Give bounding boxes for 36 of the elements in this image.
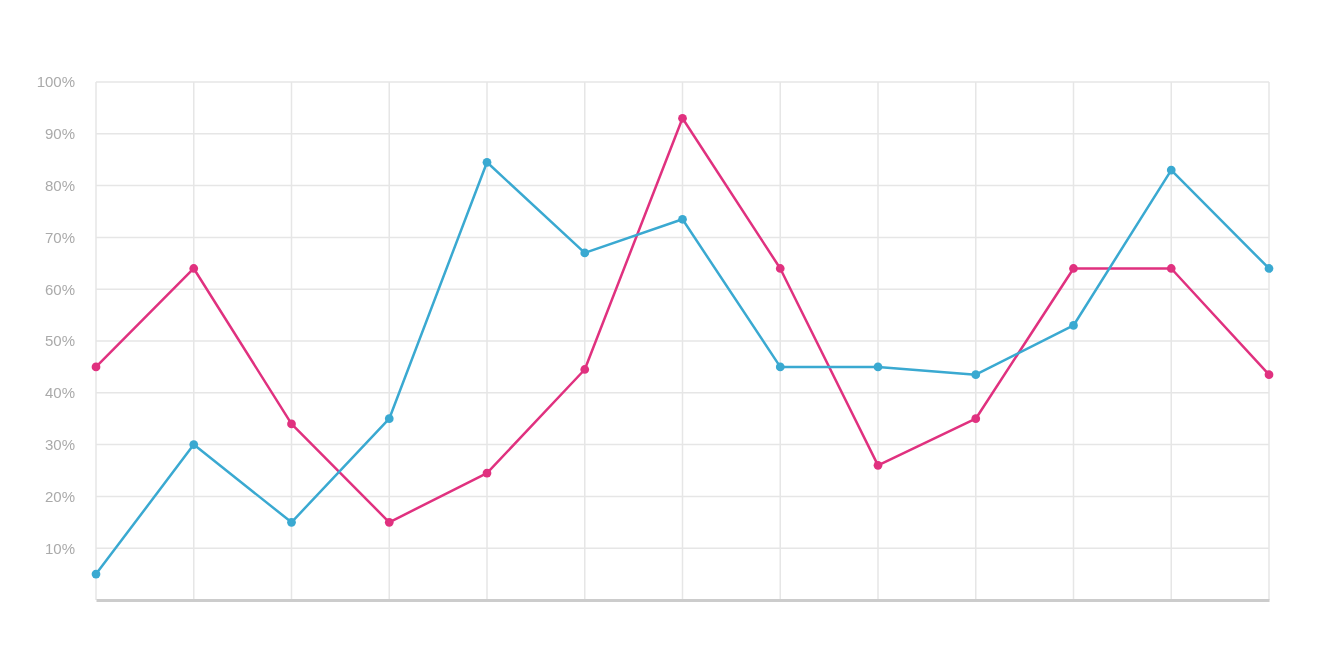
- point: [873, 362, 883, 372]
- point: [91, 362, 101, 372]
- point: [1069, 264, 1078, 273]
- point: [775, 362, 785, 372]
- point: [287, 517, 296, 527]
- point: [384, 517, 394, 527]
- point: [971, 370, 981, 380]
- point: [580, 365, 590, 374]
- point: [873, 460, 883, 470]
- point: [189, 440, 199, 449]
- y-tick-label: 50%: [44, 332, 75, 350]
- point: [384, 414, 394, 424]
- point: [678, 113, 687, 123]
- y-tick-label: 80%: [44, 176, 75, 194]
- y-tick-label: 90%: [44, 125, 75, 143]
- point: [189, 264, 199, 273]
- point: [1166, 264, 1176, 273]
- point: [287, 419, 296, 429]
- point: [91, 569, 101, 579]
- point: [482, 157, 492, 167]
- point: [1069, 321, 1078, 330]
- y-tick-label: 30%: [44, 435, 75, 453]
- point: [678, 214, 687, 224]
- y-tick-label: 100%: [36, 73, 75, 91]
- point: [580, 248, 590, 258]
- point: [482, 468, 492, 478]
- point: [971, 414, 981, 424]
- y-tick-label: 70%: [44, 228, 75, 246]
- point: [1166, 165, 1176, 175]
- y-tick-label: 10%: [44, 539, 75, 557]
- y-tick-label: 20%: [44, 487, 75, 505]
- y-tick-label: 40%: [44, 384, 75, 402]
- y-tick-label: 60%: [44, 280, 75, 298]
- point: [775, 264, 785, 273]
- point: [1264, 264, 1274, 273]
- point: [1264, 370, 1274, 380]
